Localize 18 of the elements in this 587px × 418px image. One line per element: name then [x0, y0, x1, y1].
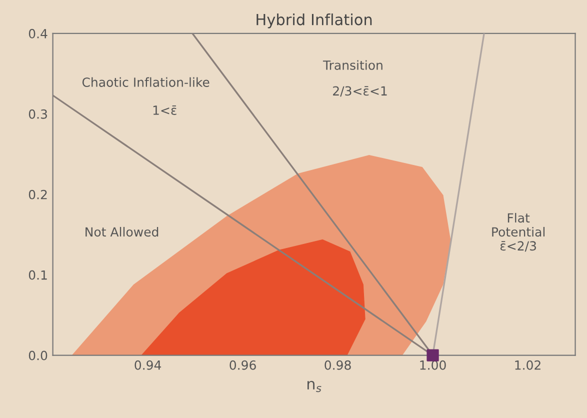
- y-tick-label: 0.4: [28, 28, 48, 38]
- x-tick-label: 1.02: [515, 360, 540, 370]
- x-axis-title: n$_{s}$: [307, 380, 322, 392]
- y-tick-label: 0.0: [28, 350, 48, 360]
- chart-title: Hybrid Inflation: [256, 14, 372, 28]
- annotation: 1<ε̄: [153, 105, 176, 115]
- annotation: Chaotic Inflation-like: [82, 77, 210, 87]
- x-tick-label: 1.00: [420, 360, 446, 370]
- x-tick-label: 0.98: [324, 360, 351, 370]
- annotation: 2/3<ε̄<1: [333, 86, 387, 97]
- annotation: Flat Potential ε̄<2/3: [492, 212, 545, 252]
- annotation: Transition: [322, 60, 382, 70]
- y-tick-label: 0.3: [28, 109, 47, 119]
- y-tick-label: 0.2: [28, 190, 47, 200]
- annotation: Not Allowed: [86, 226, 158, 237]
- x-tick-label: 0.96: [230, 360, 256, 370]
- x-tick-label: 0.94: [134, 360, 162, 370]
- y-tick-label: 0.1: [28, 270, 47, 280]
